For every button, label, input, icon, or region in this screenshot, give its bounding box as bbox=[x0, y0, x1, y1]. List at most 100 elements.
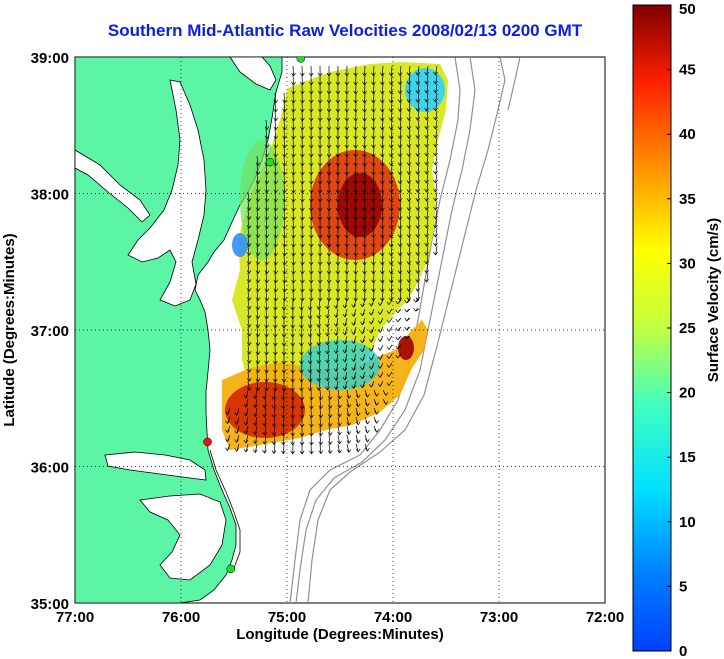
y-tick-label: 38:00 bbox=[31, 187, 69, 204]
low-speed-zone-northeast bbox=[405, 68, 445, 112]
velocity-arrow bbox=[264, 218, 270, 229]
velocity-arrow bbox=[255, 344, 261, 355]
velocity-arrow bbox=[255, 200, 261, 211]
velocity-arrow bbox=[273, 218, 279, 229]
velocity-arrow bbox=[255, 245, 261, 256]
velocity-arrow bbox=[373, 398, 380, 406]
velocity-arrow bbox=[246, 200, 252, 211]
velocity-arrow bbox=[262, 407, 267, 418]
velocity-arrow bbox=[346, 443, 352, 453]
velocity-arrow bbox=[377, 326, 384, 333]
velocity-arrow bbox=[386, 380, 393, 386]
velocity-arrow bbox=[433, 110, 438, 121]
velocity-arrow bbox=[360, 299, 366, 308]
velocity-arrow bbox=[225, 416, 231, 424]
velocity-arrow bbox=[433, 101, 438, 112]
velocity-arrow bbox=[337, 425, 342, 436]
velocity-arrow bbox=[327, 434, 333, 445]
velocity-arrow bbox=[351, 362, 357, 371]
velocity-arrow bbox=[424, 74, 429, 85]
velocity-arrow bbox=[406, 101, 412, 112]
colorbar-tick-label: 10 bbox=[679, 514, 696, 531]
velocity-arrow bbox=[424, 128, 429, 139]
velocity-arrow bbox=[386, 371, 393, 377]
velocity-arrow bbox=[264, 236, 270, 247]
velocity-arrow bbox=[255, 164, 261, 175]
velocity-arrow bbox=[406, 74, 412, 85]
velocity-arrow bbox=[424, 236, 429, 247]
colorbar-ticks: 0 5 10 15 20 25 30 35 40 45 50 bbox=[667, 1, 696, 659]
velocity-arrow bbox=[377, 335, 384, 342]
x-tick-label: 72:00 bbox=[586, 609, 624, 626]
velocity-arrow bbox=[433, 146, 438, 157]
velocity-arrow bbox=[327, 398, 333, 409]
velocity-arrow bbox=[351, 299, 357, 308]
velocity-arrow bbox=[273, 128, 279, 139]
velocity-arrow bbox=[307, 344, 313, 355]
velocity-arrow bbox=[325, 299, 330, 310]
velocity-arrow bbox=[355, 443, 361, 453]
velocity-arrow bbox=[377, 362, 384, 369]
velocity-arrow bbox=[397, 119, 403, 130]
velocity-arrow bbox=[333, 362, 339, 372]
velocity-arrow bbox=[316, 353, 322, 364]
velocity-arrow bbox=[262, 434, 267, 445]
velocity-arrow bbox=[377, 380, 384, 387]
velocity-arrow bbox=[424, 182, 429, 193]
velocity-arrow bbox=[379, 281, 385, 292]
velocity-arrow bbox=[364, 407, 370, 416]
velocity-arrow bbox=[342, 299, 348, 309]
velocity-arrow bbox=[379, 200, 385, 211]
velocity-arrow bbox=[243, 398, 249, 408]
velocity-arrow bbox=[327, 416, 333, 427]
velocity-arrow bbox=[346, 389, 352, 399]
velocity-arrow bbox=[388, 128, 394, 139]
velocity-arrow bbox=[415, 128, 421, 139]
velocity-arrow bbox=[360, 335, 366, 344]
colorbar-tick-label: 5 bbox=[679, 578, 687, 595]
velocity-arrow bbox=[406, 146, 412, 157]
velocity-arrow bbox=[388, 254, 394, 265]
velocity-arrow bbox=[433, 155, 438, 166]
velocity-arrow bbox=[424, 155, 429, 166]
velocity-arrow bbox=[397, 200, 403, 211]
velocity-arrow bbox=[379, 128, 385, 139]
velocity-arrow bbox=[397, 272, 403, 283]
velocity-arrow bbox=[397, 65, 403, 76]
velocity-arrow bbox=[337, 416, 342, 427]
velocity-arrow bbox=[424, 137, 429, 148]
velocity-arrow bbox=[246, 263, 252, 274]
velocity-arrow bbox=[264, 380, 269, 392]
velocity-arrow bbox=[299, 443, 305, 455]
y-tick-label: 36:00 bbox=[31, 460, 69, 477]
velocity-arrow bbox=[316, 317, 322, 328]
velocity-arrow bbox=[246, 362, 252, 373]
velocity-arrow bbox=[281, 443, 286, 455]
velocity-arrow bbox=[318, 398, 324, 409]
velocity-arrow bbox=[246, 236, 252, 247]
velocity-arrow bbox=[368, 380, 375, 388]
velocity-arrow bbox=[415, 101, 421, 112]
velocity-arrow bbox=[406, 119, 412, 130]
velocity-arrow bbox=[388, 227, 394, 238]
velocity-arrow bbox=[406, 200, 412, 211]
velocity-arrow bbox=[255, 227, 261, 238]
velocity-arrow bbox=[406, 272, 412, 283]
velocity-arrow bbox=[397, 110, 403, 121]
velocity-arrow bbox=[406, 110, 412, 121]
velocity-arrow bbox=[406, 254, 412, 265]
velocity-arrow bbox=[273, 173, 279, 184]
velocity-arrow bbox=[355, 389, 361, 399]
velocity-arrow bbox=[271, 434, 277, 445]
velocity-arrow bbox=[307, 362, 313, 373]
velocity-arrow bbox=[379, 182, 385, 193]
velocity-arrow bbox=[342, 335, 348, 345]
velocity-arrow bbox=[243, 425, 249, 435]
x-tick-label: 73:00 bbox=[480, 609, 518, 626]
velocity-arrow bbox=[377, 299, 384, 306]
velocity-arrow bbox=[364, 416, 370, 425]
x-tick-label: 75:00 bbox=[268, 609, 306, 626]
velocity-arrow bbox=[379, 155, 385, 166]
velocity-arrow bbox=[433, 236, 438, 247]
